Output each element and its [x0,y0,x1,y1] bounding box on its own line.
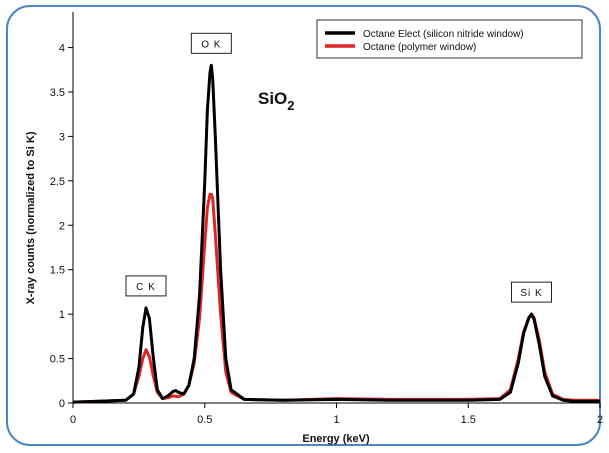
y-tick-label: 3 [59,131,65,143]
peak-label-box [125,275,167,297]
x-tick-label: 1.5 [461,414,476,426]
formula-main: SiO [258,89,287,108]
y-tick-label: 2.5 [50,176,65,188]
peak-labels: C K O K Si K [125,32,552,303]
y-tick-label: 1 [59,309,65,321]
x-tick-label: 2 [597,414,603,426]
y-tick-label: 0.5 [50,354,65,366]
x-tick-label: 1 [333,414,339,426]
formula-subscript: 2 [287,98,294,113]
y-tick-label: 2 [59,220,65,232]
x-axis-label: Energy (keV) [302,433,370,445]
peak-label: O K [201,39,221,50]
y-tick-label: 3.5 [50,87,65,99]
x-tick-label: 0 [70,414,76,426]
legend-entry: Octane Elect (silicon nitride window) [363,29,524,40]
series-line [72,63,600,404]
legend-entry: Octane (polymer window) [363,42,476,53]
peak-label-box [190,32,232,54]
peak-label: Si K [520,288,542,299]
compound-formula: SiO2 [258,89,295,113]
y-tick-label: 4 [59,43,65,55]
series-lines [72,63,600,404]
y-tick-label: 1.5 [50,265,65,277]
x-tick-label: 0.5 [197,414,212,426]
axes: 0 0.5 1 1.5 2 2.5 3 3.5 4 0 0.5 1 1.5 2 [50,12,603,426]
legend-box [316,19,583,59]
y-axis-label: X-ray counts (normalized to Si K) [25,131,37,304]
chart-frame [6,5,601,446]
peak-label-box [510,281,552,303]
peak-label: C K [136,282,156,293]
y-tick-label: 0 [59,398,65,410]
legend: Octane Elect (silicon nitride window) Oct… [316,19,583,59]
